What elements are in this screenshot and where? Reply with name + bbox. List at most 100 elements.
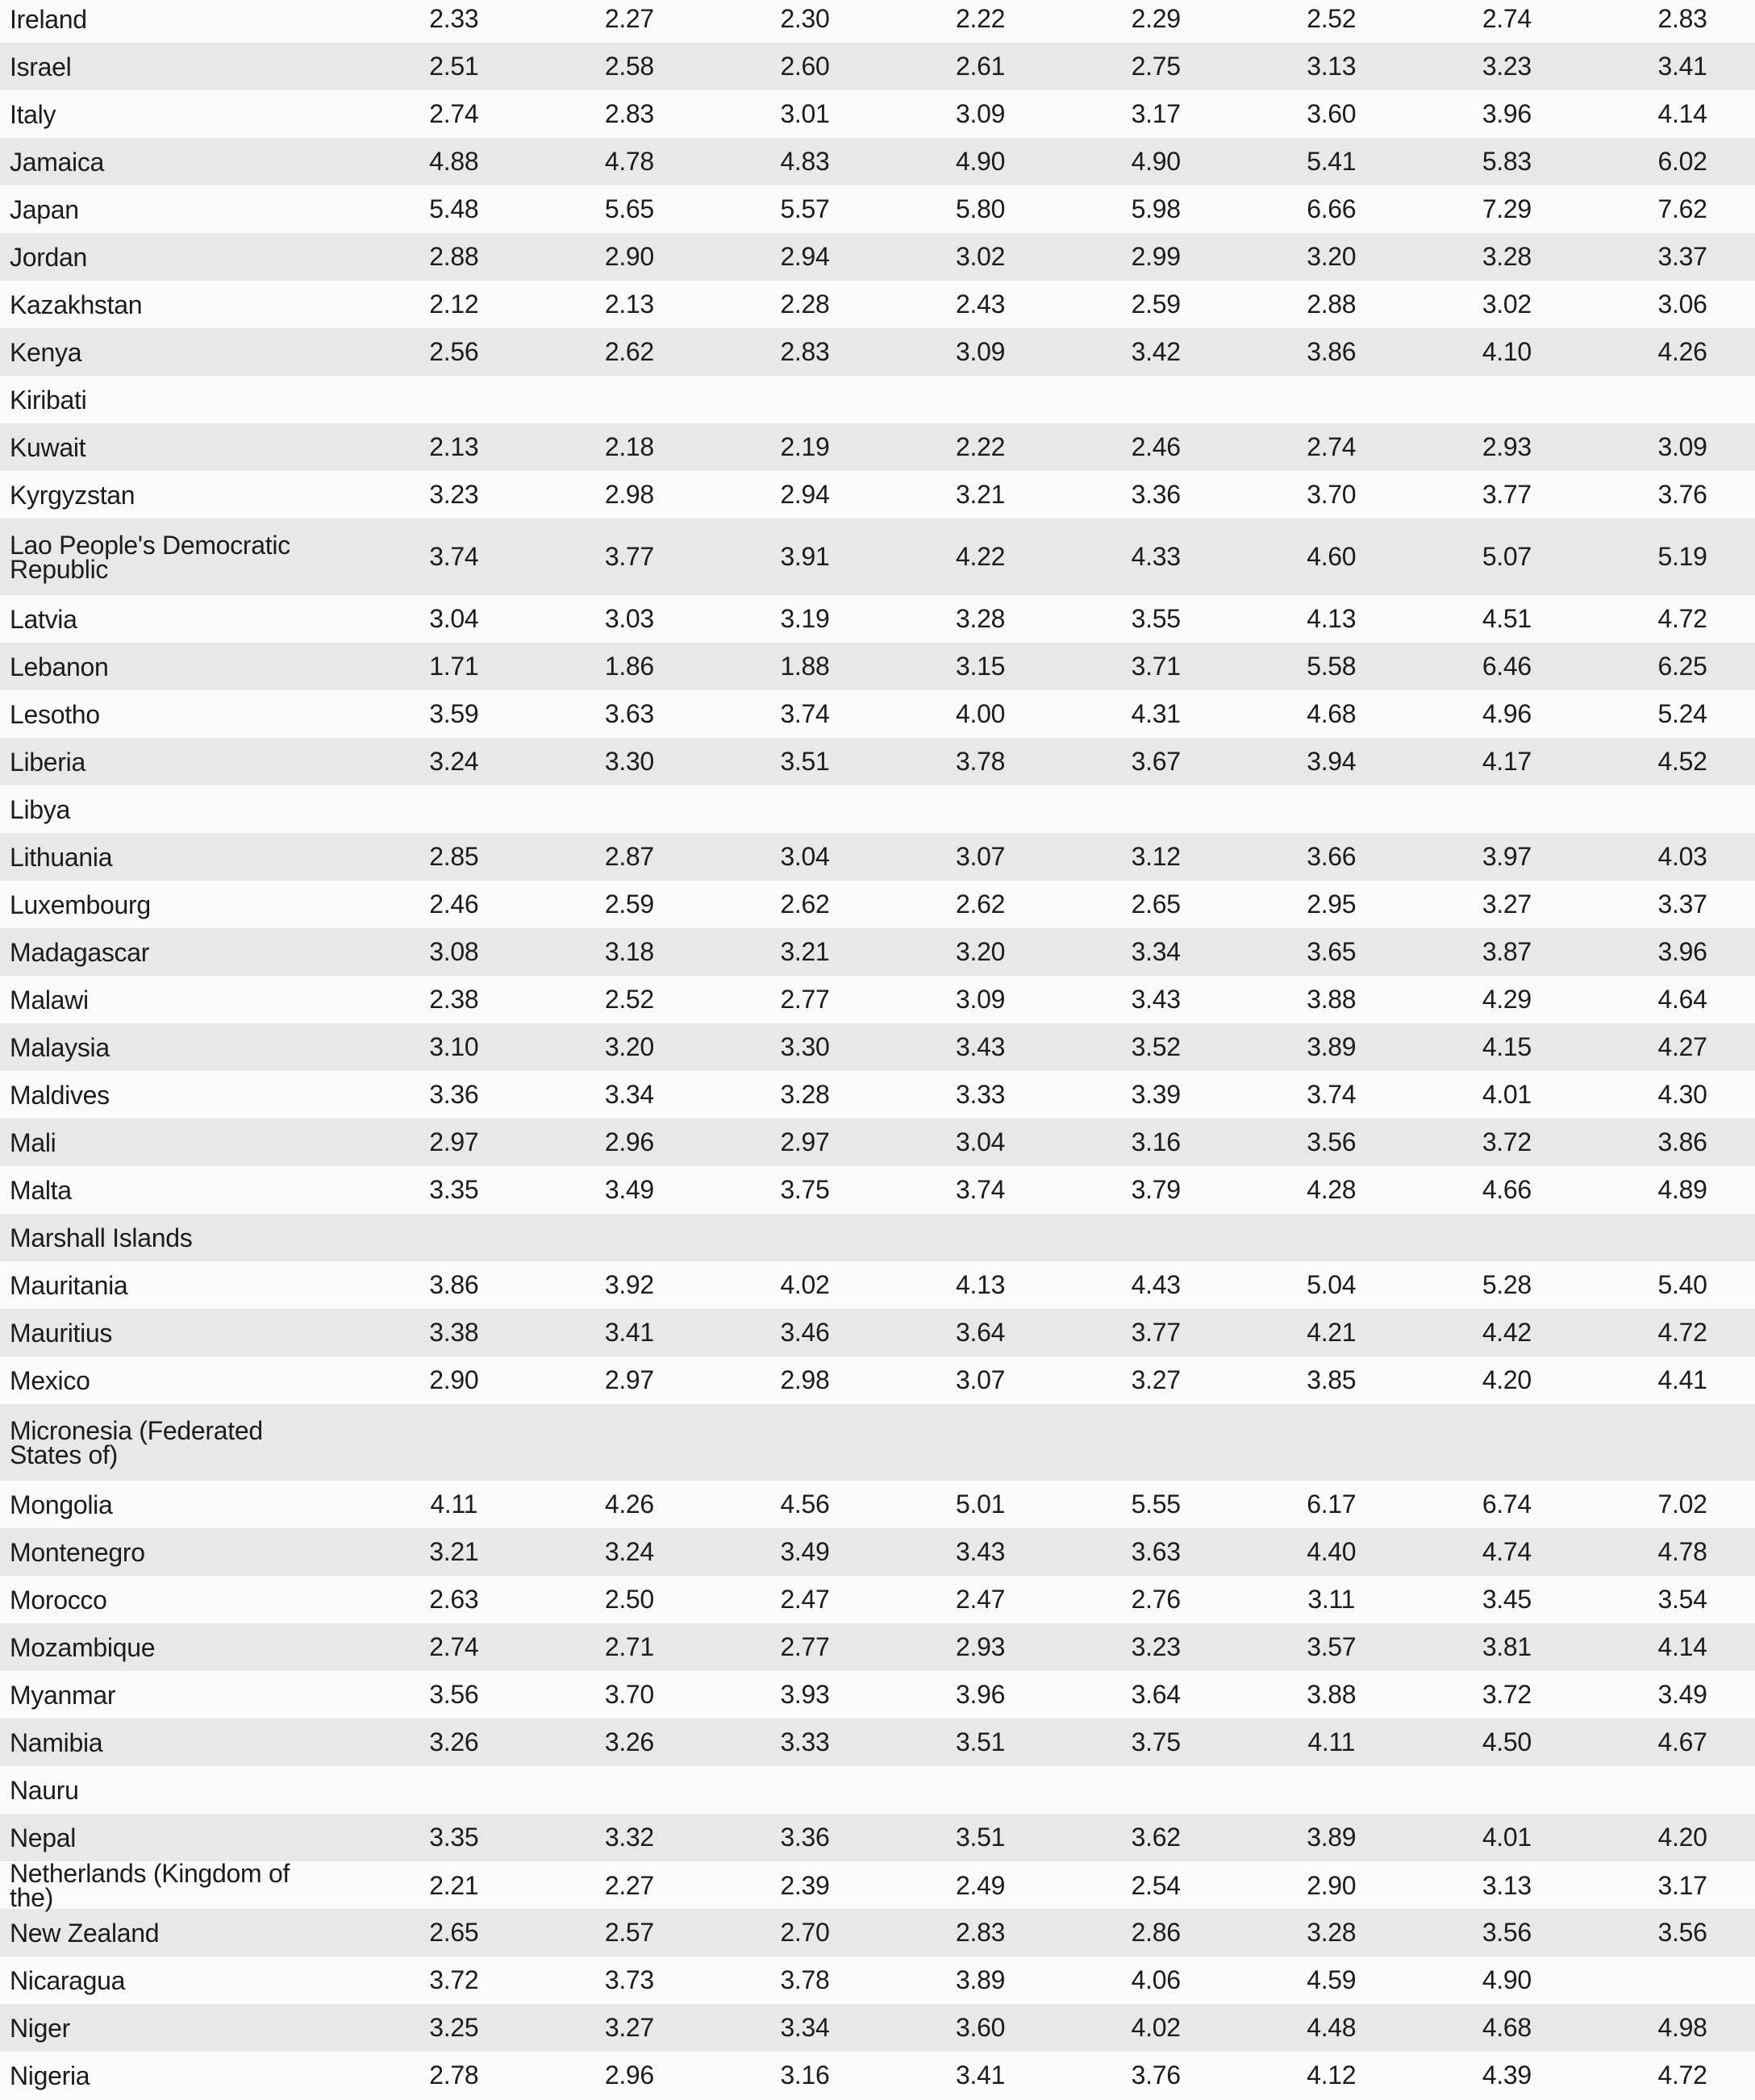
- table-row: Nepal 3.35 3.32 3.36 3.51 3.62 3.89 4.01 4.20: [0, 1814, 1755, 1861]
- table-row: Nauru: [0, 1766, 1755, 1814]
- value-cell: 2.83: [780, 337, 830, 366]
- value-cell: 7.29: [1482, 194, 1532, 223]
- value-cell: 4.83: [780, 147, 830, 176]
- value-cell: 2.58: [604, 52, 654, 81]
- value-cell: 3.32: [604, 1823, 654, 1852]
- value-cell: 3.20: [956, 937, 1006, 966]
- value-cell: 2.74: [1482, 4, 1532, 33]
- value-cell: 2.83: [1657, 4, 1707, 33]
- value-cell: 3.94: [1307, 747, 1357, 776]
- table-row: Maldives 3.36 3.34 3.28 3.33 3.39 3.74 4.01 4.30: [0, 1071, 1755, 1119]
- value-cell: 3.21: [956, 480, 1006, 509]
- value-cell: 6.17: [1307, 1490, 1357, 1519]
- country-name: Nepal: [10, 1823, 77, 1852]
- value-cell: 3.77: [1482, 480, 1532, 509]
- table-row: Lithuania 2.85 2.87 3.04 3.07 3.12 3.66 3.97 4.0…: [0, 833, 1755, 881]
- value-cell: 2.27: [604, 4, 654, 33]
- value-cell: 3.07: [956, 842, 1006, 871]
- value-cell: 2.19: [780, 432, 830, 461]
- value-cell: 3.18: [604, 937, 654, 966]
- value-cell: 2.98: [780, 1365, 830, 1394]
- value-cell: 3.28: [780, 1080, 830, 1109]
- value-cell: 3.63: [1131, 1537, 1181, 1566]
- value-cell: 3.30: [780, 1032, 830, 1061]
- table-row: New Zealand 2.65 2.57 2.70 2.83 2.86 3.28 3.56 3…: [0, 1909, 1755, 1956]
- value-cell: 4.39: [1482, 2060, 1532, 2090]
- value-cell: 3.24: [429, 747, 479, 776]
- table-row: Morocco 2.63 2.50 2.47 2.47 2.76 3.11 3.45 3.54: [0, 1576, 1755, 1623]
- table-row: Montenegro 3.21 3.24 3.49 3.43 3.63 4.40 4.74 4.…: [0, 1528, 1755, 1576]
- value-cell: 2.62: [780, 890, 830, 919]
- value-cell: 4.03: [1657, 842, 1707, 871]
- value-cell: 3.52: [1131, 1032, 1181, 1061]
- table-row: Madagascar 3.08 3.18 3.21 3.20 3.34 3.65 3.87 3.…: [0, 928, 1755, 976]
- country-name: Mauritius: [10, 1318, 113, 1348]
- value-cell: 5.80: [956, 194, 1006, 223]
- value-cell: 2.94: [780, 480, 830, 509]
- country-name: Japan: [10, 194, 79, 224]
- value-cell: 5.65: [604, 194, 654, 223]
- value-cell: 3.12: [1131, 842, 1181, 871]
- value-cell: 3.35: [429, 1175, 479, 1204]
- value-cell: 3.34: [780, 2013, 830, 2042]
- value-cell: 3.28: [1307, 1918, 1357, 1947]
- country-name: Myanmar: [10, 1680, 116, 1710]
- table-row: Niger 3.25 3.27 3.34 3.60 4.02 4.48 4.68 4.98: [0, 2004, 1755, 2052]
- value-cell: 2.75: [1131, 52, 1181, 81]
- value-cell: 2.95: [1307, 890, 1357, 919]
- table-row: Malawi 2.38 2.52 2.77 3.09 3.43 3.88 4.29 4.64: [0, 976, 1755, 1023]
- value-cell: 3.62: [1131, 1823, 1181, 1852]
- value-cell: 3.09: [956, 985, 1006, 1014]
- country-name: Italy: [10, 99, 56, 129]
- value-cell: 3.02: [956, 242, 1006, 271]
- value-cell: 3.89: [956, 1965, 1006, 1994]
- value-cell: 3.41: [604, 1318, 654, 1347]
- value-cell: 3.76: [1657, 480, 1707, 509]
- value-cell: 2.33: [429, 4, 479, 33]
- table-row: Lao People's Democratic Republic 3.74 3.77…: [0, 519, 1755, 595]
- value-cell: 5.58: [1307, 652, 1357, 681]
- value-cell: 3.64: [1131, 1680, 1181, 1709]
- value-cell: 3.65: [1307, 937, 1357, 966]
- country-name: Madagascar: [10, 937, 150, 967]
- value-cell: 2.71: [604, 1632, 654, 1661]
- value-cell: 4.30: [1657, 1080, 1707, 1109]
- table-row: Mauritania 3.86 3.92 4.02 4.13 4.43 5.04 5.28 5.…: [0, 1261, 1755, 1309]
- value-cell: 3.24: [604, 1537, 654, 1566]
- value-cell: 4.90: [1482, 1965, 1532, 1994]
- value-cell: 3.56: [1307, 1127, 1357, 1156]
- value-cell: 4.43: [1131, 1270, 1181, 1299]
- country-name: Kiribati: [10, 385, 87, 415]
- value-cell: 3.39: [1131, 1080, 1181, 1109]
- value-cell: 3.96: [1482, 99, 1532, 128]
- value-cell: 3.60: [956, 2013, 1006, 2042]
- country-name: Kuwait: [10, 432, 86, 462]
- value-cell: 6.66: [1307, 194, 1357, 223]
- value-cell: 3.86: [1657, 1127, 1707, 1156]
- table-row: Mexico 2.90 2.97 2.98 3.07 3.27 3.85 4.20 4.41: [0, 1356, 1755, 1404]
- value-cell: 4.26: [604, 1490, 654, 1519]
- value-cell: 3.89: [1307, 1823, 1357, 1852]
- value-cell: 5.28: [1482, 1270, 1532, 1299]
- value-cell: 4.88: [429, 147, 479, 176]
- value-cell: 4.14: [1657, 1632, 1707, 1661]
- value-cell: 4.74: [1482, 1537, 1532, 1566]
- value-cell: 6.46: [1482, 652, 1532, 681]
- value-cell: 3.77: [604, 542, 654, 571]
- value-cell: 5.19: [1657, 542, 1707, 571]
- value-cell: 2.27: [604, 1870, 654, 1900]
- value-cell: 3.36: [1131, 480, 1181, 509]
- value-cell: 4.72: [1657, 1318, 1707, 1347]
- table-row: Namibia 3.26 3.26 3.33 3.51 3.75 4.11 4.50 4.67: [0, 1719, 1755, 1766]
- value-cell: 3.92: [604, 1270, 654, 1299]
- value-cell: 4.02: [1131, 2013, 1181, 2042]
- country-name: Micronesia (Federated States of): [10, 1415, 263, 1469]
- value-cell: 3.25: [429, 2013, 479, 2042]
- value-cell: 3.34: [604, 1080, 654, 1109]
- value-cell: 4.72: [1657, 604, 1707, 633]
- value-cell: 3.79: [1131, 1175, 1181, 1204]
- value-cell: 3.42: [1131, 337, 1181, 366]
- value-cell: 3.51: [956, 1727, 1006, 1756]
- table-row: Mongolia 4.11 4.26 4.56 5.01 5.55 6.17 6.74 7.02: [0, 1481, 1755, 1528]
- value-cell: 3.49: [604, 1175, 654, 1204]
